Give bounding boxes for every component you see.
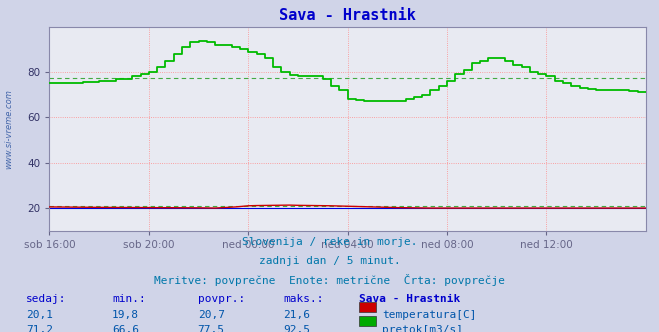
- Text: Meritve: povprečne  Enote: metrične  Črta: povprečje: Meritve: povprečne Enote: metrične Črta:…: [154, 274, 505, 286]
- Text: pretok[m3/s]: pretok[m3/s]: [382, 325, 463, 332]
- Text: maks.:: maks.:: [283, 294, 324, 304]
- Text: Sava - Hrastnik: Sava - Hrastnik: [359, 294, 461, 304]
- Title: Sava - Hrastnik: Sava - Hrastnik: [279, 8, 416, 23]
- Text: min.:: min.:: [112, 294, 146, 304]
- Text: temperatura[C]: temperatura[C]: [382, 310, 476, 320]
- Text: 77,5: 77,5: [198, 325, 225, 332]
- Text: www.si-vreme.com: www.si-vreme.com: [4, 90, 13, 169]
- Text: 19,8: 19,8: [112, 310, 139, 320]
- Text: zadnji dan / 5 minut.: zadnji dan / 5 minut.: [258, 256, 401, 266]
- Text: 92,5: 92,5: [283, 325, 310, 332]
- Text: 71,2: 71,2: [26, 325, 53, 332]
- Text: Slovenija / reke in morje.: Slovenija / reke in morje.: [242, 237, 417, 247]
- Text: 20,1: 20,1: [26, 310, 53, 320]
- Text: 20,7: 20,7: [198, 310, 225, 320]
- Text: povpr.:: povpr.:: [198, 294, 245, 304]
- Text: 66,6: 66,6: [112, 325, 139, 332]
- Text: 21,6: 21,6: [283, 310, 310, 320]
- Text: sedaj:: sedaj:: [26, 294, 67, 304]
